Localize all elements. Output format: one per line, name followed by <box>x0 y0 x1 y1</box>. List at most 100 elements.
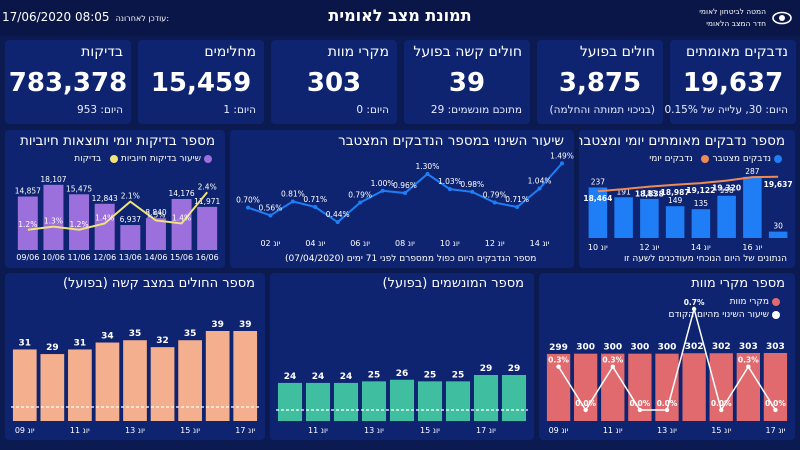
bar-value: 39 <box>211 320 224 330</box>
growth-label: 1.30% <box>416 162 440 171</box>
bar-value: 300 <box>576 343 595 353</box>
confirmed-chart: 237 191 183 149 135 198 287 30 18,464 18,83818,98… <box>583 167 793 252</box>
rate-label: 1.4% <box>172 214 191 223</box>
bar <box>665 206 685 238</box>
cumulative-label: 19,637 <box>764 180 793 189</box>
bar-value: 6,937 <box>120 215 142 224</box>
chart-title: שיעור השינוי במספר הנדבקים המצטבר <box>338 133 564 149</box>
bar <box>417 381 443 421</box>
updated-label: עודכן לאחרונה: <box>115 14 170 23</box>
bar-value: 149 <box>668 196 683 205</box>
bar-value: 31 <box>19 338 32 348</box>
bar <box>743 176 762 238</box>
bar-value: 191 <box>616 187 631 196</box>
growth-label: 0.70% <box>236 196 260 205</box>
chart-title: מספר נדבקים מאומתים יומי ומצטבר <box>579 133 785 149</box>
growth-label: 1.03% <box>438 177 462 186</box>
bar-value: 35 <box>184 329 197 339</box>
serious-chart-card: מספר החולים במצב קשה (בפועל) 31 29 31 34 35 3… <box>5 273 265 440</box>
bar <box>717 195 736 238</box>
bar-value: 302 <box>685 342 704 352</box>
x-tick: 14 יונ <box>530 239 550 248</box>
bar-value: 135 <box>694 199 709 208</box>
bar <box>588 187 608 238</box>
legend-bar-swatch <box>772 297 780 306</box>
deaths-chart-card: מספר מקרי מוות מקרי מוות שיעור השינוי מה… <box>539 273 795 440</box>
growth-point <box>335 220 340 225</box>
bar-value: 18,107 <box>40 175 66 184</box>
kpi-value: 303 <box>306 68 362 98</box>
org-name: המטה לביטחון לאומי <box>699 7 766 16</box>
serious-chart: 31 29 31 34 35 32 35 39 39 09 יונ 11 יונ 13 יונ 15 י… <box>11 320 259 435</box>
x-tick: 13 יונ <box>125 426 145 435</box>
bar <box>640 198 659 238</box>
x-tick: 13 יונ <box>364 426 384 435</box>
legend-line-swatch <box>772 310 780 319</box>
org-subname: חדר המצב הלאומי <box>706 19 766 28</box>
deaths-chart: 299 300 300 300 300 302 302 303 303 09 יונ 11 יונ 1… <box>546 298 788 435</box>
bar-value: 300 <box>603 343 622 353</box>
x-tick: 10 יונ <box>588 243 608 252</box>
growth-point <box>447 187 452 192</box>
bar-value: 11,971 <box>194 197 220 206</box>
chart-title: מספר המונשמים (בפועל) <box>382 276 524 291</box>
bar <box>17 196 38 250</box>
x-tick: 06 יונ <box>350 239 370 248</box>
kpi-active: חולים בפועל 3,875 (בניכוי תמותה והחלמה) <box>537 40 663 124</box>
bar <box>94 203 115 250</box>
growth-label: 0.44% <box>326 210 350 219</box>
kpi-sub: מתוכם מונשמים: 29 <box>430 104 522 116</box>
x-tick: 15/06 <box>170 253 193 262</box>
bar-value: 25 <box>368 370 381 380</box>
rate-label: 1.3% <box>44 217 63 226</box>
bar-value: 32 <box>156 336 169 346</box>
bar <box>768 231 788 238</box>
kpi-sub: היום: 0 <box>356 104 389 116</box>
last-updated: 17/06/2020 08:05 עודכן לאחרונה: <box>2 10 169 24</box>
chart-legend: מקרי מוות <box>730 297 783 307</box>
growth-point <box>246 205 250 210</box>
growth-point <box>537 186 542 191</box>
org-logo: המטה לביטחון לאומי חדר המצב הלאומי <box>674 4 794 32</box>
confirmed-chart-card: מספר נדבקים מאומתים יומי ומצטבר נדבקים מ… <box>579 130 795 268</box>
bar <box>95 342 120 421</box>
kpi-value: 3,875 <box>558 68 642 98</box>
bar-value: 14,857 <box>15 187 41 196</box>
growth-chart: 0.70%0.56%0.81%0.71%0.44%0.79%1.00%0.96%… <box>236 151 574 248</box>
kpi-sub: (בניכוי תמותה והחלמה) <box>549 104 655 116</box>
tests-chart-card: מספר בדיקות יומי ותוצאות חיוביות שיעור ב… <box>5 130 225 268</box>
bar-value: 299 <box>549 343 568 353</box>
change-point <box>773 407 778 413</box>
x-tick: 17 יונ <box>235 426 255 435</box>
rate-label: 1.2% <box>70 220 89 229</box>
growth-label: 0.98% <box>460 180 484 189</box>
rate-label: 2.4% <box>198 182 217 191</box>
bar <box>389 379 415 421</box>
kpi-title: חולים בפועל <box>579 44 655 60</box>
chart-title: מספר בדיקות יומי ותוצאות חיוביות <box>19 133 215 149</box>
legend-bar-label: בדיקות <box>74 154 102 164</box>
bar-value: 34 <box>101 332 114 342</box>
x-tick: 14 יונ <box>691 243 711 252</box>
legend-line-swatch <box>109 154 118 163</box>
chart-title: מספר מקרי מוות <box>691 276 785 291</box>
growth-point <box>560 161 564 166</box>
bar-value: 198 <box>719 186 734 195</box>
change-point <box>719 407 724 413</box>
rate-line <box>27 191 208 231</box>
bar <box>145 218 166 250</box>
bar <box>614 197 633 238</box>
bar-value: 30 <box>773 222 783 231</box>
change-label: 0.0% <box>575 399 596 408</box>
rate-label: 1.4% <box>95 214 114 223</box>
growth-label: 0.71% <box>505 195 529 204</box>
bar <box>123 340 147 421</box>
bar <box>178 340 202 421</box>
kpi-recovered: מחלימים 15,459 היום: 1 <box>138 40 264 124</box>
x-tick: 17 יונ <box>765 426 785 435</box>
change-point <box>583 407 588 413</box>
kpi-value: 15,459 <box>150 68 252 98</box>
chart-legend-line: שיעור השינוי מהיום הקודם <box>668 310 783 320</box>
x-tick: 15 יונ <box>180 426 200 435</box>
bar-value: 25 <box>452 370 465 380</box>
